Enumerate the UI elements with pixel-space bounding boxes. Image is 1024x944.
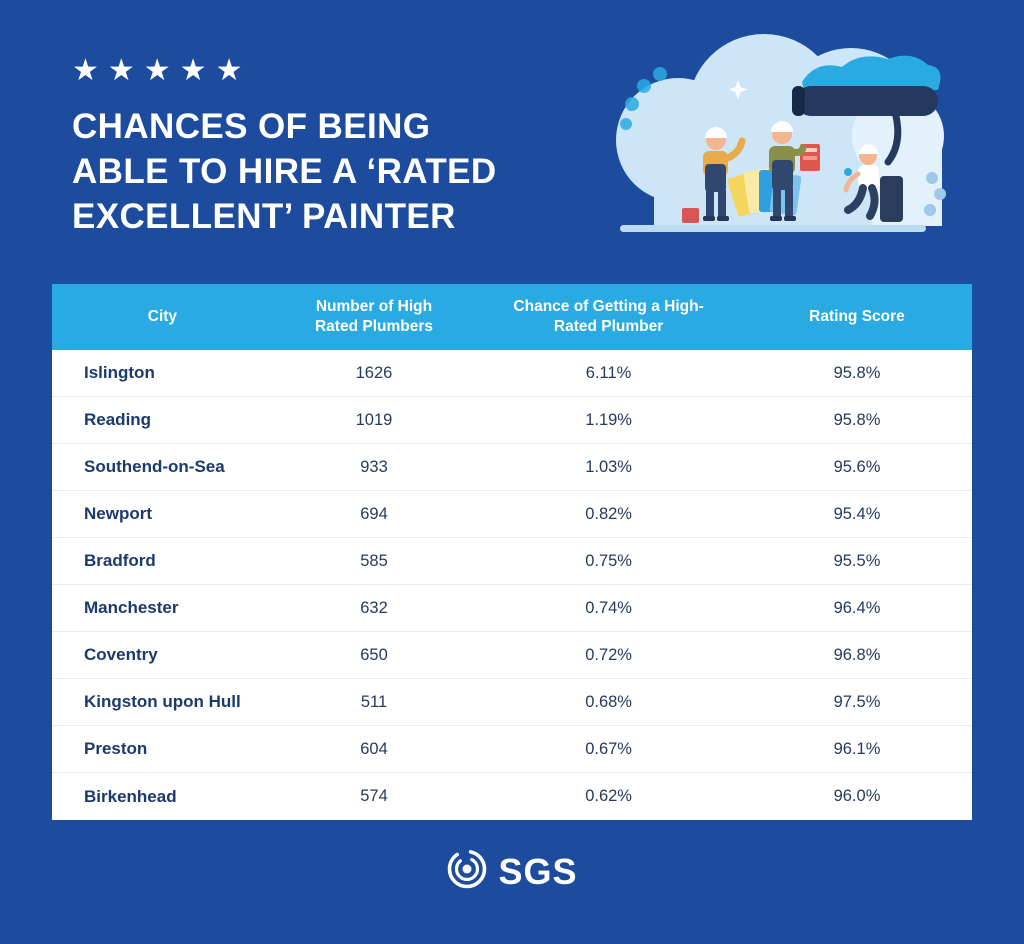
- chance-cell: 6.11%: [585, 363, 632, 382]
- table-row: Bradford 585 0.75% 95.5%: [52, 538, 972, 585]
- city-cell: Newport: [84, 504, 152, 523]
- chance-cell: 0.74%: [585, 598, 632, 617]
- data-table: City Number of High Rated Plumbers Chanc…: [52, 284, 972, 820]
- table-row: Southend-on-Sea 933 1.03% 95.6%: [52, 444, 972, 491]
- column-header-chance: Chance of Getting a High-Rated Plumber: [513, 297, 704, 335]
- city-cell: Islington: [84, 363, 155, 382]
- chance-cell: 1.19%: [585, 410, 632, 429]
- chance-cell: 0.67%: [585, 739, 632, 758]
- table-header-row: City Number of High Rated Plumbers Chanc…: [52, 284, 972, 350]
- sgs-logo-icon: [446, 848, 488, 895]
- rating-score-cell: 95.8%: [833, 363, 881, 382]
- plumber-count-cell: 585: [360, 551, 388, 570]
- plumber-count-cell: 574: [360, 787, 388, 805]
- column-header-rating-score: Rating Score: [809, 307, 905, 325]
- title-line-1: CHANCES OF BEING: [72, 107, 431, 146]
- table-row: Islington 1626 6.11% 95.8%: [52, 350, 972, 397]
- title-line-3: EXCELLENT’ PAINTER: [72, 197, 456, 237]
- footer: SGS: [0, 848, 1024, 895]
- table-row: Manchester 632 0.74% 96.4%: [52, 585, 972, 632]
- table-row: Preston 604 0.67% 96.1%: [52, 726, 972, 773]
- chance-cell: 0.62%: [585, 787, 632, 805]
- city-cell: Kingston upon Hull: [84, 692, 241, 711]
- table-row: Coventry 650 0.72% 96.8%: [52, 632, 972, 679]
- title-line-2: ABLE TO HIRE A ‘RATED: [72, 152, 497, 192]
- city-cell: Manchester: [84, 598, 179, 617]
- city-cell: Coventry: [84, 645, 158, 664]
- table-row: Newport 694 0.82% 95.4%: [52, 491, 972, 538]
- chance-cell: 0.75%: [585, 551, 632, 570]
- chance-cell: 1.03%: [585, 457, 632, 476]
- plumber-count-cell: 604: [360, 739, 388, 758]
- header-section: ★★★★★ CHANCES OF BEING ABLE TO HIRE A ‘R…: [0, 0, 1024, 242]
- rating-score-cell: 97.5%: [833, 692, 881, 711]
- rating-score-cell: 95.6%: [833, 457, 881, 476]
- plumber-count-cell: 1019: [355, 410, 393, 429]
- plumber-count-cell: 511: [360, 692, 388, 711]
- table-body: Islington 1626 6.11% 95.8% Reading 1019 1.19% 9…: [52, 350, 972, 820]
- chance-cell: 0.68%: [585, 692, 632, 711]
- city-cell: Southend-on-Sea: [84, 457, 225, 476]
- table-row: Birkenhead 574 0.62% 96.0%: [52, 773, 972, 820]
- column-header-city: City: [147, 307, 178, 325]
- table-row: Reading 1019 1.19% 95.8%: [52, 397, 972, 444]
- five-star-rating-icon: ★★★★★: [72, 54, 252, 87]
- plumber-count-cell: 632: [360, 598, 388, 617]
- city-cell: Preston: [84, 739, 148, 758]
- rating-score-cell: 96.4%: [833, 598, 881, 617]
- chance-cell: 0.72%: [585, 645, 632, 664]
- column-header-plumber-count: Number of High Rated Plumbers: [314, 297, 433, 335]
- sgs-logo-text: SGS: [498, 850, 578, 892]
- painters-illustration: [596, 28, 946, 250]
- city-cell: Birkenhead: [84, 786, 177, 806]
- rating-score-cell: 95.4%: [833, 504, 881, 523]
- table-row: Kingston upon Hull 511 0.68% 97.5%: [52, 679, 972, 726]
- plumber-count-cell: 1626: [355, 363, 393, 382]
- plumber-count-cell: 694: [360, 504, 388, 523]
- rating-score-cell: 95.5%: [833, 551, 881, 570]
- rating-score-cell: 96.1%: [833, 739, 881, 758]
- city-cell: Reading: [84, 410, 152, 429]
- page-title: CHANCES OF BEING ABLE TO HIRE A ‘RATED E…: [72, 104, 1024, 239]
- rating-score-cell: 95.8%: [833, 410, 881, 429]
- plumber-count-cell: 933: [360, 457, 388, 476]
- rating-score-cell: 96.0%: [833, 787, 881, 805]
- chance-cell: 0.82%: [585, 504, 632, 523]
- city-cell: Bradford: [84, 551, 156, 570]
- plumber-count-cell: 650: [360, 645, 388, 664]
- rating-score-cell: 96.8%: [833, 645, 881, 664]
